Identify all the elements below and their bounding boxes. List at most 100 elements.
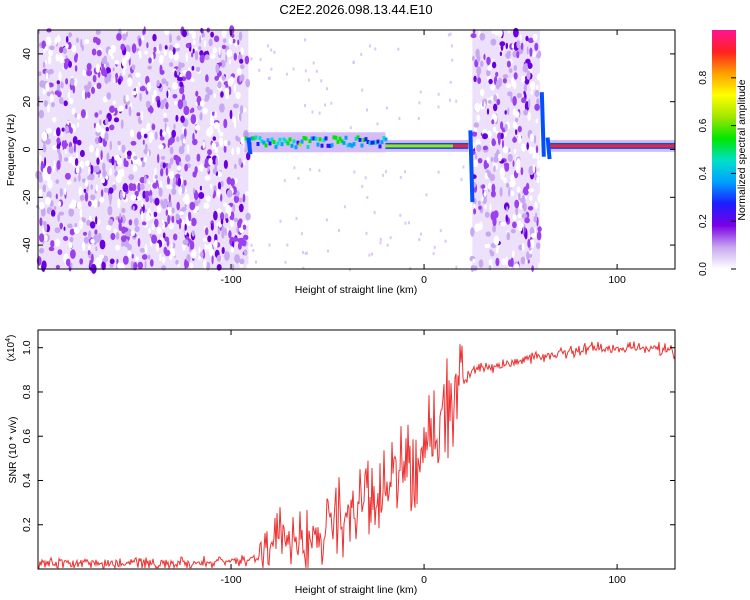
noise-speckle xyxy=(90,194,96,201)
noise-speckle xyxy=(69,77,75,86)
noise-speckle xyxy=(148,106,154,114)
noise-speckle xyxy=(110,232,116,241)
noise-speckle xyxy=(69,228,75,236)
faint-speckle xyxy=(385,106,388,110)
noise-speckle xyxy=(504,123,508,132)
noise-speckle xyxy=(134,226,140,232)
noise-speckle xyxy=(526,251,530,261)
carrier-pixel xyxy=(304,136,308,141)
noise-speckle xyxy=(233,52,237,61)
noise-speckle xyxy=(209,183,213,189)
noise-speckle xyxy=(96,82,102,90)
noise-speckle xyxy=(85,110,88,120)
noise-speckle xyxy=(522,63,529,73)
noise-speckle xyxy=(239,58,244,64)
noise-speckle xyxy=(206,128,212,137)
carrier-pixel xyxy=(340,139,344,144)
noise-speckle xyxy=(200,251,204,258)
noise-speckle xyxy=(183,105,190,116)
carrier-pixel xyxy=(348,142,352,147)
noise-speckle xyxy=(183,128,187,138)
noise-speckle xyxy=(502,146,509,154)
noise-speckle xyxy=(516,186,521,193)
noise-speckle xyxy=(143,156,147,163)
noise-speckle xyxy=(191,230,195,237)
carrier-pixel xyxy=(286,141,290,146)
noise-speckle xyxy=(499,51,502,57)
noise-speckle xyxy=(484,172,488,180)
noise-speckle xyxy=(169,146,174,155)
noise-speckle xyxy=(121,144,126,153)
noise-speckle xyxy=(59,188,63,197)
noise-speckle xyxy=(139,176,146,184)
y-tick-label: -40 xyxy=(21,237,33,252)
noise-speckle xyxy=(527,37,534,43)
noise-speckle xyxy=(191,65,195,71)
faint-speckle xyxy=(418,101,421,105)
noise-speckle xyxy=(488,99,492,104)
noise-speckle xyxy=(144,175,147,185)
noise-speckle xyxy=(228,36,233,46)
noise-speckle xyxy=(100,150,103,161)
noise-speckle xyxy=(106,152,110,162)
noise-speckle xyxy=(114,60,120,65)
noise-speckle xyxy=(122,33,127,41)
noise-speckle xyxy=(159,99,165,110)
carrier-core xyxy=(385,144,454,148)
noise-speckle xyxy=(120,119,124,129)
noise-speckle xyxy=(73,226,80,234)
faint-speckle xyxy=(399,213,402,217)
noise-speckle xyxy=(152,182,158,189)
noise-speckle xyxy=(245,212,251,221)
noise-speckle xyxy=(521,75,526,83)
faint-speckle xyxy=(361,88,364,92)
x-tick-label: 100 xyxy=(608,574,626,586)
noise-speckle xyxy=(157,153,160,164)
noise-speckle xyxy=(47,104,50,113)
noise-speckle xyxy=(193,191,199,201)
noise-speckle xyxy=(213,92,216,99)
faint-speckle xyxy=(365,231,368,235)
noise-speckle xyxy=(232,203,236,213)
faint-speckle xyxy=(315,69,318,73)
faint-speckle xyxy=(419,90,422,94)
faint-speckle xyxy=(397,47,400,51)
noise-speckle xyxy=(151,211,154,219)
noise-speckle xyxy=(161,155,166,160)
noise-speckle xyxy=(472,258,476,263)
y-tick-label: 0 xyxy=(21,146,33,152)
noise-speckle xyxy=(218,46,221,56)
faint-speckle xyxy=(300,232,303,236)
noise-speckle xyxy=(56,137,61,144)
noise-speckle xyxy=(178,211,185,216)
noise-speckle xyxy=(128,219,133,226)
faint-speckle xyxy=(302,251,305,254)
noise-speckle xyxy=(477,158,483,164)
noise-speckle xyxy=(164,27,170,36)
noise-speckle xyxy=(86,63,92,71)
noise-speckle xyxy=(503,162,510,167)
noise-speckle xyxy=(520,256,526,265)
noise-speckle xyxy=(146,122,151,132)
noise-speckle xyxy=(175,213,181,221)
noise-speckle xyxy=(190,114,197,125)
noise-speckle xyxy=(490,156,493,163)
noise-speckle xyxy=(118,105,125,110)
noise-speckle xyxy=(507,91,513,97)
noise-speckle xyxy=(188,211,192,222)
noise-speckle xyxy=(131,253,134,259)
noise-speckle xyxy=(534,89,540,98)
faint-speckle xyxy=(449,98,452,102)
carrier-pixel xyxy=(322,138,326,143)
noise-speckle xyxy=(113,78,116,83)
noise-speckle xyxy=(533,135,537,144)
colorbar-tick-label: 0.4 xyxy=(698,166,709,180)
noise-speckle xyxy=(131,90,137,96)
carrier-pixel xyxy=(316,142,320,147)
faint-speckle xyxy=(311,110,314,114)
noise-speckle xyxy=(195,90,199,97)
colorbar-gradient xyxy=(712,30,736,269)
colorbar-tick-label: 0.8 xyxy=(698,70,709,84)
noise-speckle xyxy=(139,248,146,253)
noise-speckle xyxy=(38,109,44,119)
